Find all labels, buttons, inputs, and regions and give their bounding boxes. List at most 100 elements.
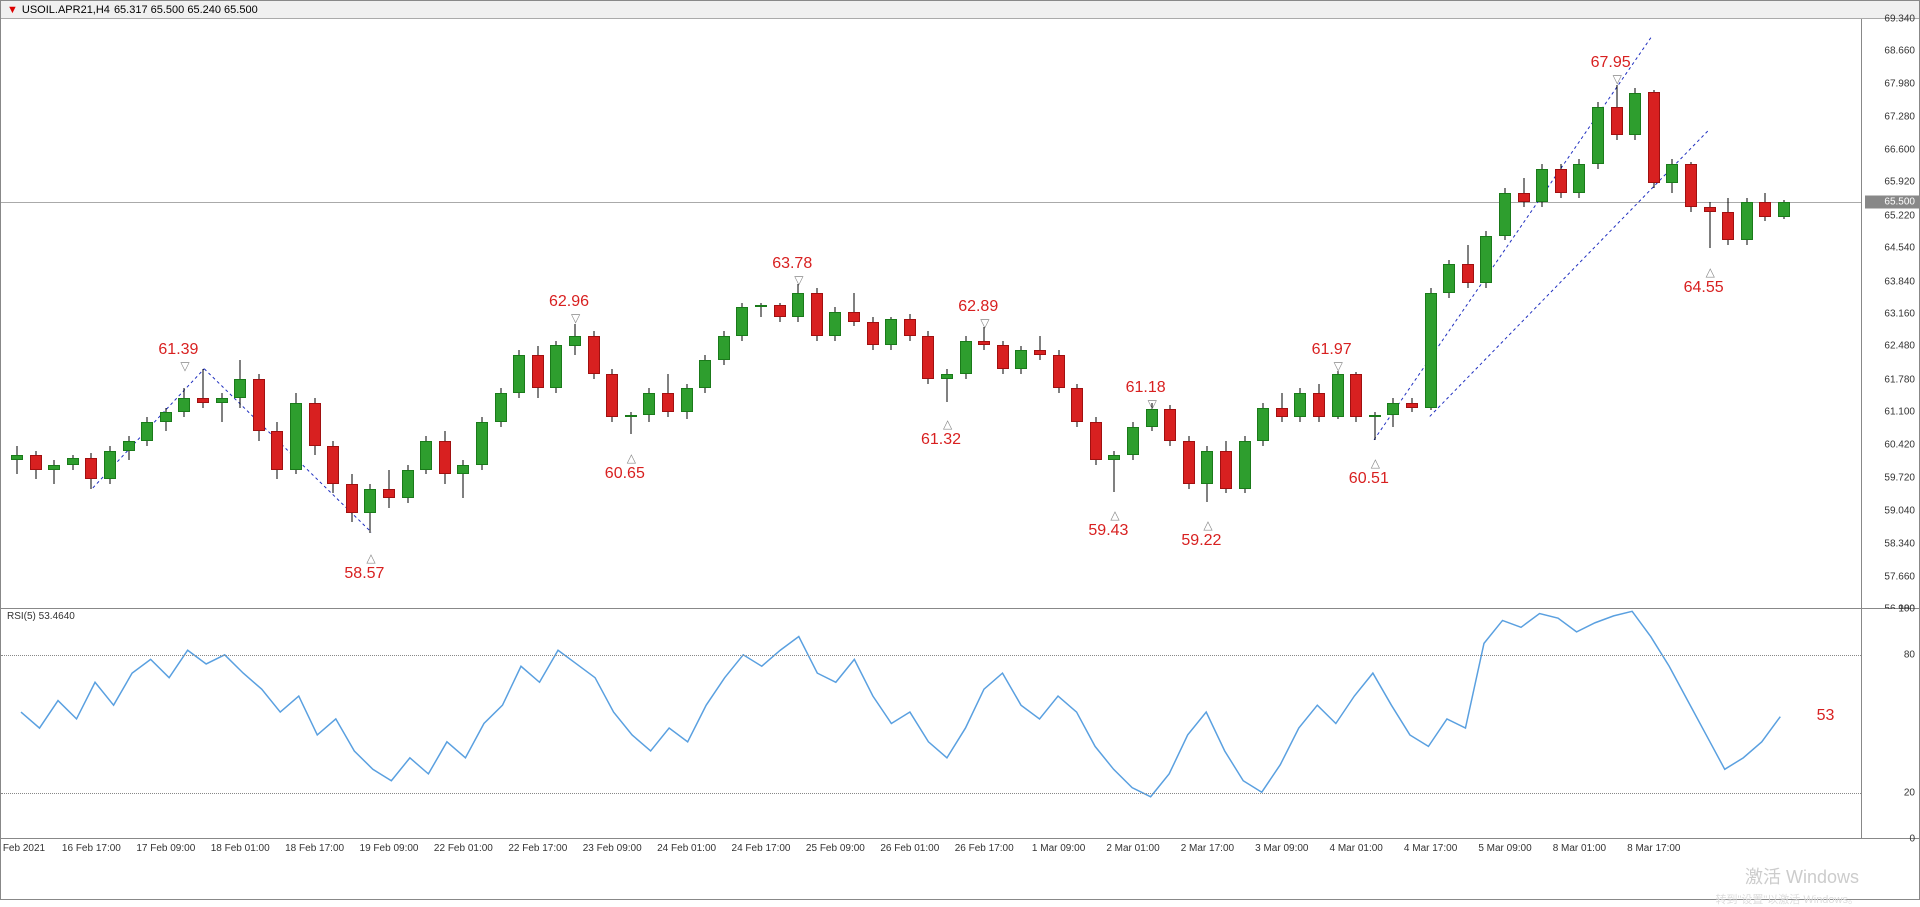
candle xyxy=(718,331,730,364)
time-tick: 22 Feb 17:00 xyxy=(508,843,567,854)
candle xyxy=(216,393,228,422)
candle xyxy=(1332,371,1344,420)
candle xyxy=(160,408,172,432)
time-tick: 19 Feb 09:00 xyxy=(360,843,419,854)
time-tick: 8 Mar 17:00 xyxy=(1627,843,1680,854)
rsi-current-value: 53 xyxy=(1817,707,1835,725)
candle xyxy=(1518,178,1530,207)
candle xyxy=(1425,288,1437,410)
price-label: 67.95 xyxy=(1591,54,1631,72)
price-tick: 63.840 xyxy=(1884,276,1915,287)
candle xyxy=(1053,350,1065,393)
price-y-axis: 65.500 69.34068.66067.98067.28066.60065.… xyxy=(1861,19,1919,608)
candle xyxy=(625,412,637,433)
candle xyxy=(1294,388,1306,421)
time-tick: 5 Mar 09:00 xyxy=(1478,843,1531,854)
candle xyxy=(736,303,748,341)
main-price-chart[interactable]: 61.39▽58.57△62.96▽60.65△63.78▽61.32△62.8… xyxy=(1,19,1919,609)
down-arrow-icon: ▽ xyxy=(1334,359,1343,373)
up-arrow-icon: △ xyxy=(1203,518,1212,532)
candle xyxy=(1666,159,1678,192)
candle xyxy=(1406,398,1418,412)
price-tick: 58.340 xyxy=(1884,539,1915,550)
time-tick: 4 Mar 01:00 xyxy=(1330,843,1383,854)
windows-watermark-sub: 转到"设置"以激活 Windows。 xyxy=(1716,891,1860,907)
price-label: 61.18 xyxy=(1126,379,1166,397)
price-tick: 64.540 xyxy=(1884,243,1915,254)
time-tick: 16 Feb 2021 xyxy=(0,843,45,854)
candle xyxy=(11,446,23,475)
price-label: 63.78 xyxy=(772,255,812,273)
candle xyxy=(197,369,209,407)
chart-container: ▼ USOIL.APR21,H4 65.317 65.500 65.240 65… xyxy=(0,0,1920,900)
candle xyxy=(1350,372,1362,422)
up-arrow-icon: △ xyxy=(627,451,636,465)
price-label: 61.97 xyxy=(1312,341,1352,359)
up-arrow-icon: △ xyxy=(366,551,375,565)
time-tick: 1 Mar 09:00 xyxy=(1032,843,1085,854)
down-arrow-icon: ▽ xyxy=(794,273,803,287)
price-tick: 65.920 xyxy=(1884,177,1915,188)
time-tick: 18 Feb 01:00 xyxy=(211,843,270,854)
price-tick: 69.340 xyxy=(1884,14,1915,25)
time-tick: 17 Feb 09:00 xyxy=(136,843,195,854)
time-tick: 25 Feb 09:00 xyxy=(806,843,865,854)
candle xyxy=(532,346,544,399)
candle xyxy=(290,393,302,474)
candle xyxy=(1201,446,1213,502)
candle xyxy=(569,324,581,356)
candle xyxy=(1239,436,1251,493)
candle xyxy=(885,317,897,350)
up-arrow-icon: △ xyxy=(1371,456,1380,470)
candle xyxy=(383,470,395,508)
time-tick: 4 Mar 17:00 xyxy=(1404,843,1457,854)
candle xyxy=(1629,88,1641,141)
candle xyxy=(550,341,562,394)
candle xyxy=(774,303,786,322)
time-tick: 2 Mar 17:00 xyxy=(1181,843,1234,854)
price-label: 60.51 xyxy=(1349,470,1389,488)
time-tick: 16 Feb 17:00 xyxy=(62,843,121,854)
candle xyxy=(1462,245,1474,288)
up-arrow-icon: △ xyxy=(1110,508,1119,522)
candle xyxy=(1220,441,1232,494)
down-arrow-icon: ▽ xyxy=(980,316,989,330)
candle xyxy=(755,303,767,317)
price-label: 61.32 xyxy=(921,431,961,449)
price-label: 58.57 xyxy=(344,565,384,583)
candle xyxy=(1592,102,1604,169)
chart-symbol: USOIL.APR21,H4 xyxy=(22,4,110,16)
candle xyxy=(904,314,916,340)
rsi-level-line xyxy=(1,655,1861,656)
time-tick: 24 Feb 01:00 xyxy=(657,843,716,854)
candle xyxy=(1164,405,1176,446)
candle xyxy=(67,455,79,469)
candle xyxy=(1722,198,1734,246)
candle xyxy=(1536,164,1548,207)
candle xyxy=(141,417,153,446)
price-label: 60.65 xyxy=(605,465,645,483)
candle xyxy=(1257,403,1269,446)
candle xyxy=(978,327,990,350)
time-tick: 26 Feb 01:00 xyxy=(880,843,939,854)
chart-ohlc: 65.317 65.500 65.240 65.500 xyxy=(114,4,258,16)
time-tick: 23 Feb 09:00 xyxy=(583,843,642,854)
time-tick: 8 Mar 01:00 xyxy=(1553,843,1606,854)
candle xyxy=(457,460,469,498)
candle xyxy=(234,360,246,408)
candle xyxy=(271,422,283,479)
price-tick: 61.100 xyxy=(1884,407,1915,418)
candle xyxy=(1276,393,1288,422)
candle xyxy=(1034,336,1046,360)
time-tick: 2 Mar 01:00 xyxy=(1106,843,1159,854)
price-tick: 59.040 xyxy=(1884,505,1915,516)
current-price-line xyxy=(1,202,1861,203)
candle xyxy=(829,307,841,340)
candle xyxy=(941,369,953,401)
candle xyxy=(1127,422,1139,460)
candle xyxy=(1313,384,1325,422)
rsi-indicator-chart[interactable]: RSI(5) 53.4640 53 02080100 xyxy=(1,609,1919,839)
candle xyxy=(1704,202,1716,247)
candle xyxy=(402,465,414,503)
rsi-tick: 80 xyxy=(1904,650,1915,661)
